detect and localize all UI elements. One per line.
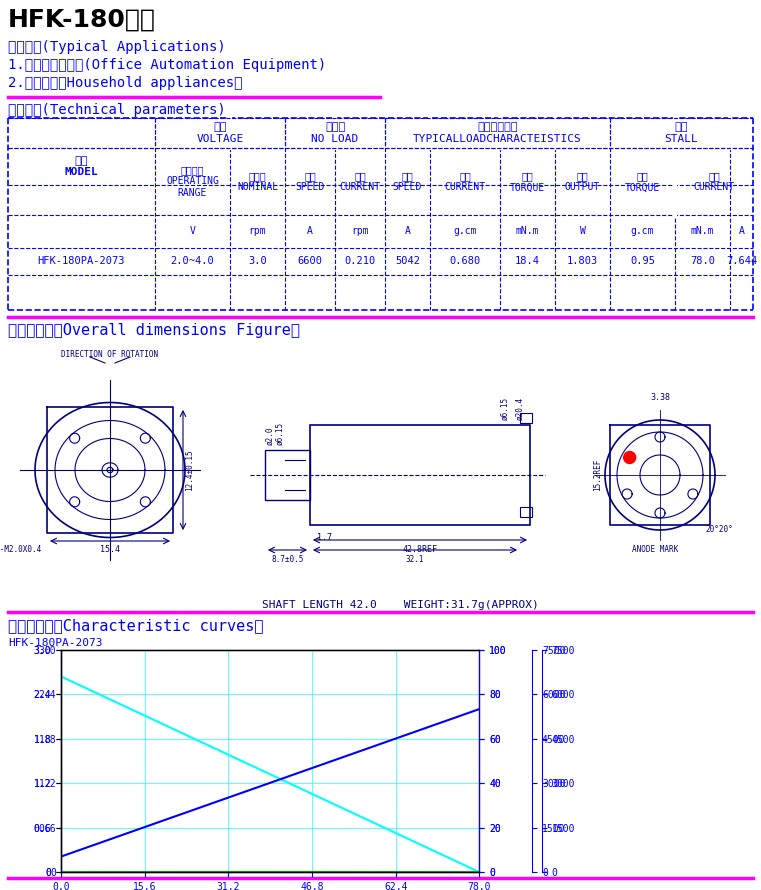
Text: mN.m: mN.m xyxy=(516,226,540,237)
Text: 15.4: 15.4 xyxy=(100,545,120,554)
Text: HFK-180系列: HFK-180系列 xyxy=(8,8,156,32)
Text: ø6.15: ø6.15 xyxy=(501,397,510,420)
Text: 20°20°: 20°20° xyxy=(705,525,733,534)
Text: 2.家用电器（Household appliances）: 2.家用电器（Household appliances） xyxy=(8,76,243,90)
Text: 5042: 5042 xyxy=(395,256,420,266)
Text: 堵转
STALL: 堵转 STALL xyxy=(664,122,699,144)
Bar xyxy=(520,413,532,423)
Text: rpm: rpm xyxy=(249,226,266,237)
Text: 3.0: 3.0 xyxy=(248,256,267,266)
Text: rpm: rpm xyxy=(351,226,369,237)
Text: 电流
CURRENT: 电流 CURRENT xyxy=(339,171,380,192)
Text: ø2.0: ø2.0 xyxy=(266,426,275,445)
Text: HFK-180PA-2073: HFK-180PA-2073 xyxy=(8,638,103,648)
Text: 标称值
NOMINAL: 标称值 NOMINAL xyxy=(237,171,278,192)
Text: 力矩
TORQUE: 力矩 TORQUE xyxy=(625,171,660,192)
Text: W: W xyxy=(580,226,585,237)
Text: 3.38: 3.38 xyxy=(650,393,670,402)
Text: ANODE MARK: ANODE MARK xyxy=(632,545,678,554)
Text: 转速
SPEED: 转速 SPEED xyxy=(393,171,422,192)
Text: 2-M2.0X0.4: 2-M2.0X0.4 xyxy=(0,545,42,554)
Text: g.cm: g.cm xyxy=(631,226,654,237)
Text: 8.7±0.5: 8.7±0.5 xyxy=(272,555,304,564)
Text: 无负载
NO LOAD: 无负载 NO LOAD xyxy=(311,122,358,144)
Text: 32.1: 32.1 xyxy=(406,555,424,564)
Text: 外形尺寸图（Overall dimensions Figure）: 外形尺寸图（Overall dimensions Figure） xyxy=(8,323,300,338)
Text: 使用范围
OPERATING
RANGE: 使用范围 OPERATING RANGE xyxy=(166,165,219,198)
Text: 0.210: 0.210 xyxy=(345,256,376,266)
Text: 0.680: 0.680 xyxy=(450,256,481,266)
Text: 12.4±0.15: 12.4±0.15 xyxy=(185,449,194,490)
Text: 特性曲线图（Characteristic curves）: 特性曲线图（Characteristic curves） xyxy=(8,618,263,633)
Text: 电流
CURRENT: 电流 CURRENT xyxy=(444,171,486,192)
Circle shape xyxy=(624,451,635,464)
Text: A: A xyxy=(739,226,744,237)
Text: ø20.4: ø20.4 xyxy=(515,397,524,420)
Text: V: V xyxy=(189,226,196,237)
Text: SHAFT LENGTH 42.0    WEIGHT:31.7g(APPROX): SHAFT LENGTH 42.0 WEIGHT:31.7g(APPROX) xyxy=(262,600,538,610)
Text: 18.4: 18.4 xyxy=(515,256,540,266)
Text: DIRECTION OF ROTATION: DIRECTION OF ROTATION xyxy=(62,350,158,359)
Text: 2.0~4.0: 2.0~4.0 xyxy=(170,256,215,266)
Text: 6600: 6600 xyxy=(298,256,323,266)
Text: 78.0: 78.0 xyxy=(690,256,715,266)
Bar xyxy=(310,425,530,525)
Text: A: A xyxy=(405,226,410,237)
Text: 电压
VOLTAGE: 电压 VOLTAGE xyxy=(196,122,244,144)
Text: 0.95: 0.95 xyxy=(630,256,655,266)
Text: 典型负载特性
TYPICALLOADCHARACTEISTICS: 典型负载特性 TYPICALLOADCHARACTEISTICS xyxy=(413,122,582,144)
Text: ø6.15: ø6.15 xyxy=(275,422,285,445)
Text: 典型用途(Typical Applications): 典型用途(Typical Applications) xyxy=(8,40,226,54)
Text: 15.2REF: 15.2REF xyxy=(593,459,602,491)
Text: 42.8REF: 42.8REF xyxy=(403,545,438,554)
Text: 技术参数(Technical parameters): 技术参数(Technical parameters) xyxy=(8,103,226,117)
Text: A: A xyxy=(307,226,313,237)
Text: 力矩
TORQUE: 力矩 TORQUE xyxy=(510,171,545,192)
Text: 1.7: 1.7 xyxy=(317,533,333,542)
Text: g.cm: g.cm xyxy=(454,226,476,237)
Text: HFK-180PA-2073: HFK-180PA-2073 xyxy=(38,256,126,266)
Text: 7.644: 7.644 xyxy=(726,256,757,266)
Text: mN.m: mN.m xyxy=(691,226,715,237)
Text: 型号
MODEL: 型号 MODEL xyxy=(65,156,98,177)
Text: 功率
OUTPUT: 功率 OUTPUT xyxy=(565,171,600,192)
Bar xyxy=(265,450,310,500)
Text: 1.803: 1.803 xyxy=(567,256,598,266)
Text: 1.办公自动化设备(Office Automation Equipment): 1.办公自动化设备(Office Automation Equipment) xyxy=(8,58,326,72)
Text: 转速
SPEED: 转速 SPEED xyxy=(295,171,325,192)
Text: 电流
CURRENT: 电流 CURRENT xyxy=(693,171,734,192)
Bar xyxy=(520,507,532,517)
